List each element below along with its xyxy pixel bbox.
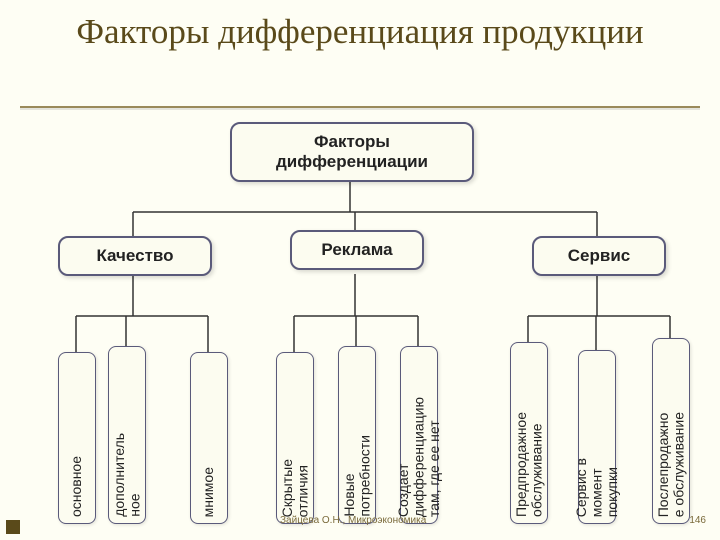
- corner-decoration: [6, 520, 20, 534]
- root-label: Факторы дифференциации: [276, 132, 428, 173]
- leaf-label: Послепродажно е обслуживание: [656, 406, 687, 523]
- leaf-label: Скрытые отличия: [280, 453, 311, 523]
- leaf-label: основное: [69, 450, 84, 523]
- leaf-node: Скрытые отличия: [276, 352, 314, 524]
- leaf-label: Создает дифференциацию там, где ее нет: [396, 391, 442, 523]
- leaf-node: Сервис в момент покупки: [578, 350, 616, 524]
- leaf-label: дополнитель ное: [112, 427, 143, 523]
- mid-label-2: Сервис: [568, 246, 630, 266]
- page-number: 146: [689, 515, 706, 526]
- slide-title-text: Факторы дифференциация продукции: [76, 12, 643, 51]
- footer-author: Зайцева О.Н., Микроэкономика: [280, 515, 426, 526]
- leaf-node: мнимое: [190, 352, 228, 524]
- leaf-label: Предпродажное обслуживание: [514, 406, 545, 523]
- slide-title: Факторы дифференциация продукции: [0, 12, 720, 52]
- leaf-node: основное: [58, 352, 96, 524]
- mid-label-0: Качество: [96, 246, 173, 266]
- leaf-node: Послепродажно е обслуживание: [652, 338, 690, 524]
- leaf-node: дополнитель ное: [108, 346, 146, 524]
- leaf-label: Сервис в момент покупки: [574, 452, 620, 523]
- mid-node-advertising: Реклама: [290, 230, 424, 270]
- leaf-node: Новые потребности: [338, 346, 376, 524]
- leaf-node: Предпродажное обслуживание: [510, 342, 548, 524]
- mid-label-1: Реклама: [321, 240, 392, 260]
- root-node: Факторы дифференциации: [230, 122, 474, 182]
- mid-node-quality: Качество: [58, 236, 212, 276]
- leaf-label: мнимое: [201, 461, 216, 523]
- leaf-label: Новые потребности: [342, 429, 373, 523]
- mid-node-service: Сервис: [532, 236, 666, 276]
- leaf-node: Создает дифференциацию там, где ее нет: [400, 346, 438, 524]
- title-rule: [20, 106, 700, 108]
